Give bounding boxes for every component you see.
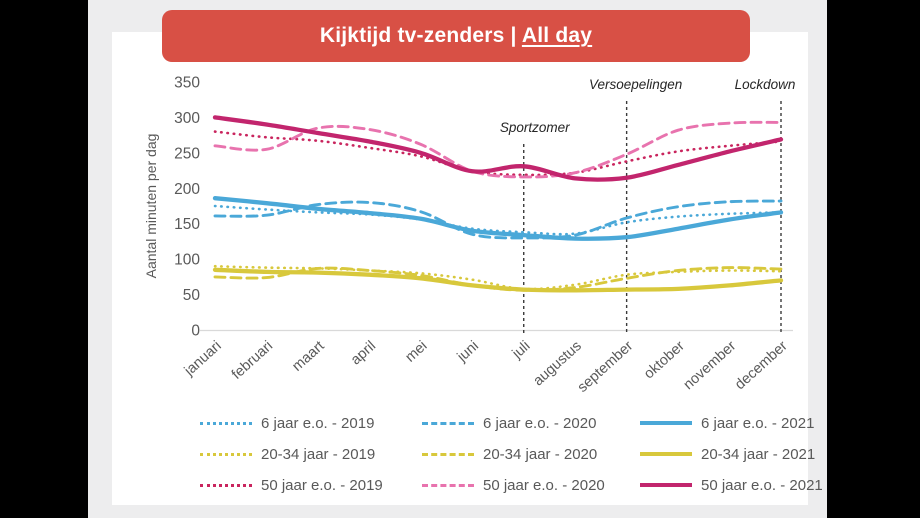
legend-line-sample <box>640 452 692 456</box>
legend-line-sample <box>200 452 252 456</box>
legend-item-6-jaar-e-o-2020: 6 jaar e.o. - 2020 <box>422 412 640 434</box>
x-axis-month-label: mei <box>402 338 430 366</box>
legend-line-sample <box>640 421 692 425</box>
legend-item-20-34-jaar-2021: 20-34 jaar - 2021 <box>640 443 858 465</box>
legend-label: 6 jaar e.o. - 2019 <box>261 414 375 432</box>
y-axis-tick-label: 0 <box>191 323 200 340</box>
legend-label: 20-34 jaar - 2021 <box>701 445 816 463</box>
chart-panel: 0 50 100 150 200 250 300 350 Aantal minuten per … <box>112 32 823 505</box>
x-axis-month-label: juli <box>509 338 534 362</box>
legend-line-sample <box>422 452 474 456</box>
y-axis-title: Aantal minuten per dag <box>143 134 159 279</box>
legend-item-20-34-jaar-2019: 20-34 jaar - 2019 <box>200 443 422 465</box>
legend-line-sample <box>422 483 474 487</box>
annotation-label-lockdown: Lockdown <box>735 77 796 92</box>
legend-line-sample <box>200 483 252 487</box>
x-axis-month-label: november <box>681 338 740 393</box>
y-axis-tick-label: 150 <box>174 216 200 233</box>
annotation-label-versoepelingen: Versoepelingen <box>589 77 682 92</box>
series-line-50-jaar-e-o-2019 <box>213 130 783 177</box>
legend-item-20-34-jaar-2020: 20-34 jaar - 2020 <box>422 443 640 465</box>
y-axis-tick-label: 200 <box>174 181 200 198</box>
chart-legend: 6 jaar e.o. - 2019 6 jaar e.o. - 2020 6 ja… <box>200 412 858 496</box>
legend-label: 6 jaar e.o. - 2021 <box>701 414 815 432</box>
chart-title: Kijktijd tv-zenders | All day <box>320 24 592 48</box>
x-axis-month-label: oktober <box>641 338 688 382</box>
series-line-6-jaar-e-o-2020 <box>213 199 783 240</box>
legend-label: 50 jaar e.o. - 2020 <box>483 476 605 494</box>
legend-line-sample <box>640 483 692 487</box>
x-axis-month-label: maart <box>289 338 327 375</box>
legend-label: 50 jaar e.o. - 2021 <box>701 476 823 494</box>
chart-title-text: Kijktijd tv-zenders | <box>319 24 522 47</box>
legend-line-sample <box>200 421 252 425</box>
kijktijd-chart: 0 50 100 150 200 250 300 350 Aantal minuten per … <box>143 75 796 396</box>
x-axis-month-label: juni <box>454 338 482 366</box>
y-axis-tick-label: 300 <box>174 110 200 127</box>
legend-line-sample <box>422 421 474 425</box>
series-line-6-jaar-e-o-2019 <box>213 204 783 236</box>
legend-item-6-jaar-e-o-2019: 6 jaar e.o. - 2019 <box>200 412 422 434</box>
legend-label: 6 jaar e.o. - 2020 <box>483 414 597 432</box>
x-axis-month-label: december <box>732 338 791 393</box>
x-axis-month-label: april <box>348 338 379 368</box>
legend-item-6-jaar-e-o-2021: 6 jaar e.o. - 2021 <box>640 412 858 434</box>
series-line-20-34-jaar-2019 <box>213 264 783 291</box>
x-axis-month-label: februari <box>229 338 276 383</box>
legend-label: 20-34 jaar - 2019 <box>261 445 376 463</box>
series-line-50-jaar-e-o-2020 <box>213 120 783 179</box>
legend-item-50-jaar-e-o-2020: 50 jaar e.o. - 2020 <box>422 474 640 496</box>
y-axis-tick-label: 250 <box>174 145 200 162</box>
legend-label: 50 jaar e.o. - 2019 <box>261 476 383 494</box>
legend-item-50-jaar-e-o-2019: 50 jaar e.o. - 2019 <box>200 474 422 496</box>
x-axis-month-label: januari <box>181 338 225 380</box>
chart-title-all-day: All day <box>521 24 593 47</box>
y-axis-tick-label: 100 <box>174 252 200 269</box>
annotation-label-sportzomer: Sportzomer <box>500 120 570 135</box>
chart-title-banner: Kijktijd tv-zenders | All day <box>162 10 750 62</box>
legend-item-50-jaar-e-o-2021: 50 jaar e.o. - 2021 <box>640 474 858 496</box>
y-axis-tick-label: 350 <box>174 75 200 92</box>
legend-label: 20-34 jaar - 2020 <box>483 445 598 463</box>
x-axis-month-label: september <box>575 338 637 396</box>
series-line-20-34-jaar-2021 <box>212 267 784 293</box>
series-line-6-jaar-e-o-2021 <box>212 196 784 241</box>
y-axis-tick-label: 50 <box>183 287 201 304</box>
series-line-50-jaar-e-o-2021 <box>212 115 784 182</box>
series-line-20-34-jaar-2020 <box>213 266 783 292</box>
